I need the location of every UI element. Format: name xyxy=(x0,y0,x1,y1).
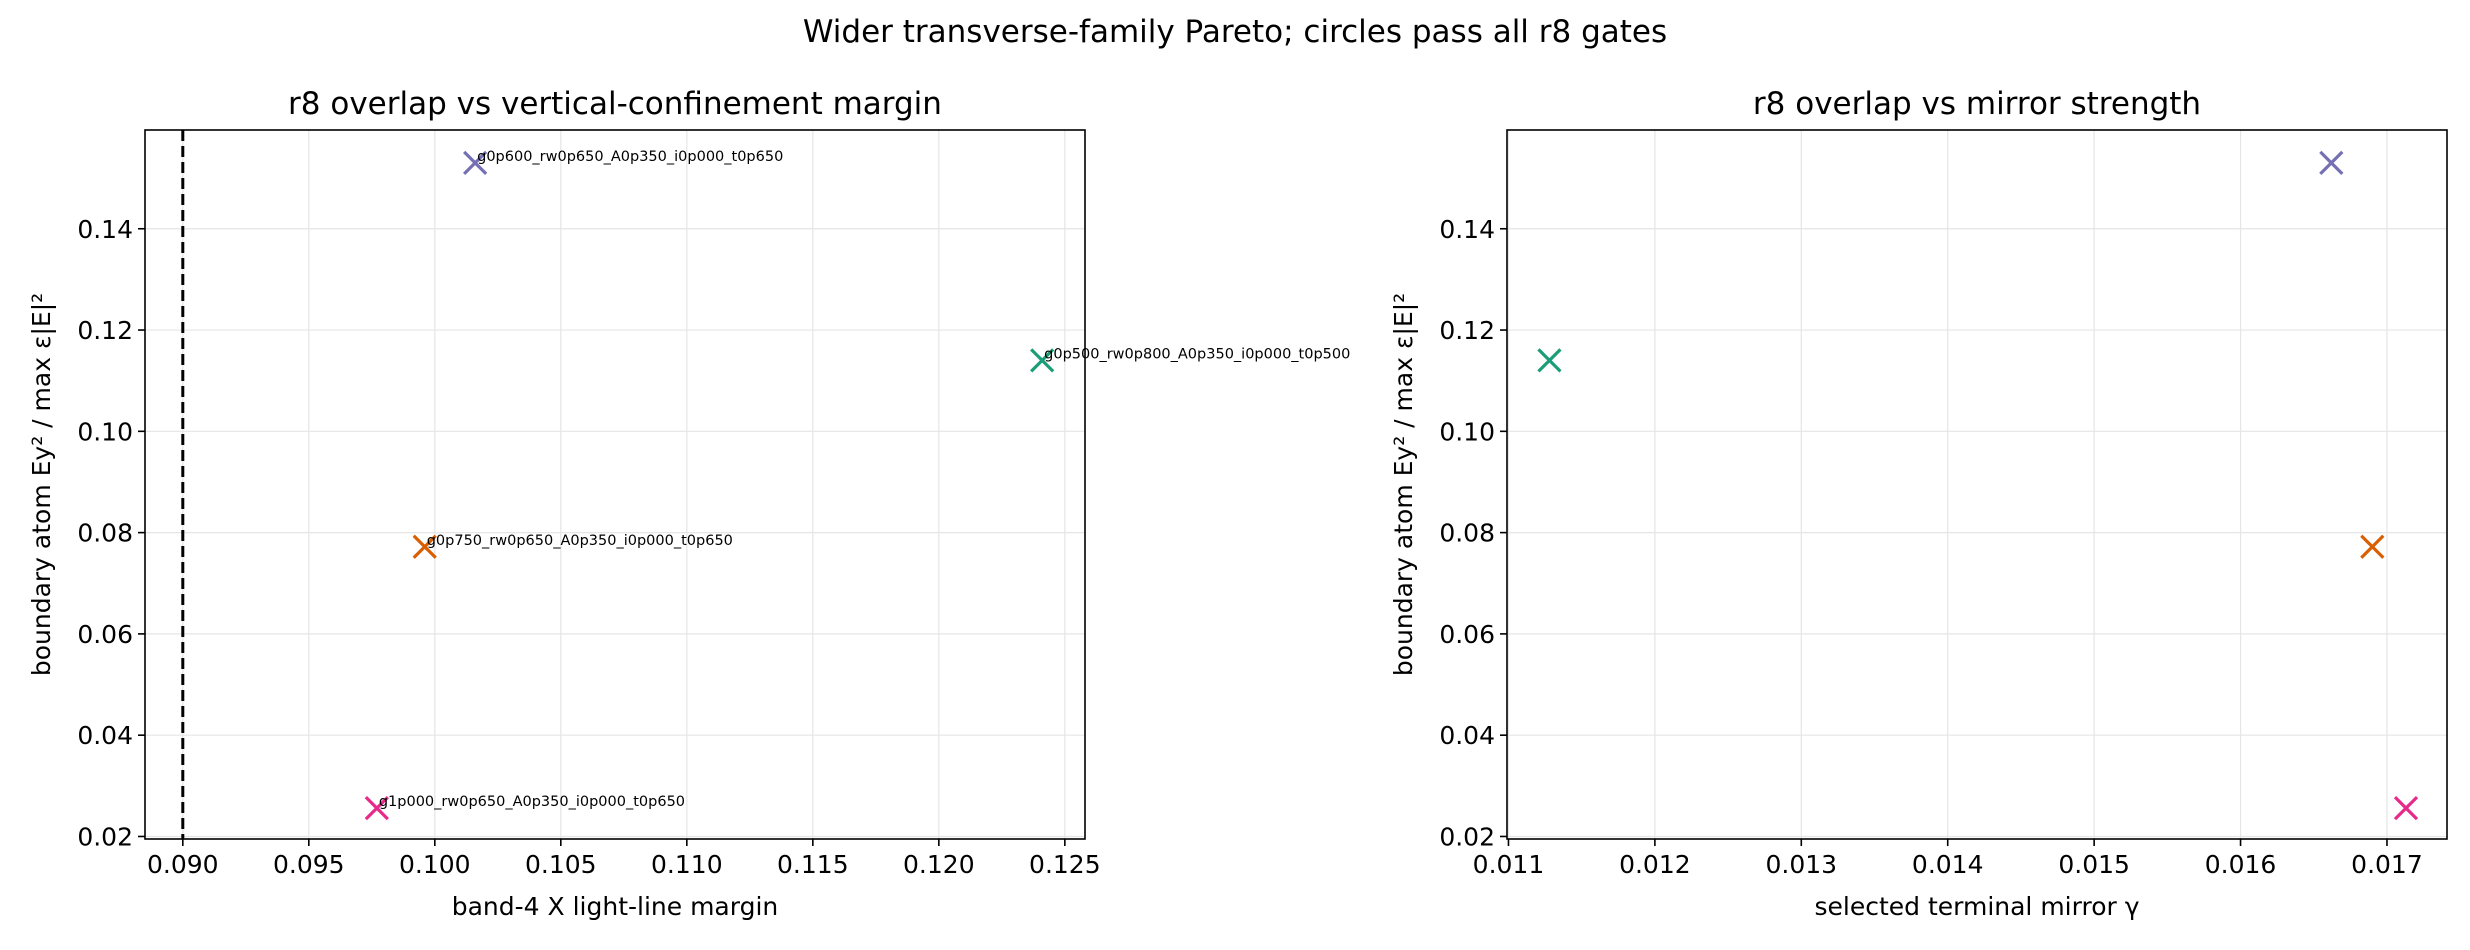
x-tick-label: 0.090 xyxy=(147,850,219,879)
point-label: g0p600_rw0p650_A0p350_i0p000_t0p650 xyxy=(477,149,783,165)
data-point-x-marker xyxy=(2393,795,2419,821)
x-tick-label: 0.015 xyxy=(2058,850,2130,879)
y-tick-label: 0.08 xyxy=(1439,519,1495,548)
left-point-labels: g0p600_rw0p650_A0p350_i0p000_t0p650 g0p50… xyxy=(379,149,1350,810)
y-tick-label: 0.02 xyxy=(77,822,133,851)
y-tick-label: 0.10 xyxy=(77,417,133,446)
right-y-ticks: 0.02 0.04 0.06 0.08 0.10 0.12 0.14 xyxy=(1439,215,1507,851)
x-tick-label: 0.013 xyxy=(1766,850,1838,879)
x-tick-label: 0.115 xyxy=(777,850,849,879)
left-axes-frame xyxy=(144,129,1086,840)
x-tick-label: 0.016 xyxy=(2205,850,2277,879)
data-point-x-marker xyxy=(1537,348,1562,373)
left-data-points xyxy=(364,150,1055,821)
data-point-x-marker xyxy=(1030,348,1055,373)
y-tick-label: 0.10 xyxy=(1439,417,1495,446)
x-tick-label: 0.011 xyxy=(1473,850,1545,879)
right-panel-title: r8 overlap vs mirror strength xyxy=(1753,86,2201,122)
right-scatter-panel: r8 overlap vs mirror strength 0.011 0.012… xyxy=(1389,86,2448,921)
left-y-axis-label: boundary atom Ey² / max ε|E|² xyxy=(27,293,56,676)
y-tick-label: 0.06 xyxy=(77,620,133,649)
x-tick-label: 0.100 xyxy=(399,850,471,879)
left-y-ticks: 0.02 0.04 0.06 0.08 0.10 0.12 0.14 xyxy=(77,215,145,851)
data-point-x-marker xyxy=(2360,534,2385,559)
data-point-x-marker xyxy=(2319,150,2344,176)
point-label: g0p500_rw0p800_A0p350_i0p000_t0p500 xyxy=(1044,346,1350,362)
left-scatter-panel: r8 overlap vs vertical-confinement margi… xyxy=(27,86,1350,921)
x-tick-label: 0.110 xyxy=(651,850,723,879)
data-point-x-marker xyxy=(364,795,389,821)
x-tick-label: 0.095 xyxy=(273,850,345,879)
y-tick-label: 0.14 xyxy=(77,215,133,244)
y-tick-label: 0.12 xyxy=(1439,316,1495,345)
left-x-ticks: 0.090 0.095 0.100 0.105 0.110 0.115 0.120 0.125 xyxy=(147,839,1101,879)
right-y-axis-label: boundary atom Ey² / max ε|E|² xyxy=(1389,293,1418,676)
y-tick-label: 0.08 xyxy=(77,519,133,548)
y-tick-label: 0.04 xyxy=(77,721,133,750)
right-axes-frame xyxy=(1506,129,2448,840)
right-grid xyxy=(1507,130,2447,839)
right-x-ticks: 0.011 0.012 0.013 0.014 0.015 0.016 0.017 xyxy=(1473,839,2423,879)
y-tick-label: 0.12 xyxy=(77,316,133,345)
x-tick-label: 0.125 xyxy=(1029,850,1101,879)
x-tick-label: 0.105 xyxy=(525,850,597,879)
figure-suptitle: Wider transverse-family Pareto; circles … xyxy=(803,14,1667,50)
y-tick-label: 0.02 xyxy=(1439,822,1495,851)
point-label: g1p000_rw0p650_A0p350_i0p000_t0p650 xyxy=(379,794,685,810)
y-tick-label: 0.04 xyxy=(1439,721,1495,750)
y-tick-label: 0.06 xyxy=(1439,620,1495,649)
point-label: g0p750_rw0p650_A0p350_i0p000_t0p650 xyxy=(427,533,733,549)
x-tick-label: 0.120 xyxy=(903,850,975,879)
data-point-x-marker xyxy=(463,150,488,176)
right-x-axis-label: selected terminal mirror γ xyxy=(1814,892,2139,921)
left-x-axis-label: band-4 X light-line margin xyxy=(452,892,779,921)
data-point-x-marker xyxy=(412,534,437,559)
left-panel-title: r8 overlap vs vertical-confinement margi… xyxy=(288,86,942,122)
right-data-points xyxy=(1537,150,2419,821)
x-tick-label: 0.012 xyxy=(1619,850,1691,879)
x-tick-label: 0.014 xyxy=(1912,850,1984,879)
left-grid xyxy=(145,130,1085,839)
y-tick-label: 0.14 xyxy=(1439,215,1495,244)
x-tick-label: 0.017 xyxy=(2351,850,2423,879)
